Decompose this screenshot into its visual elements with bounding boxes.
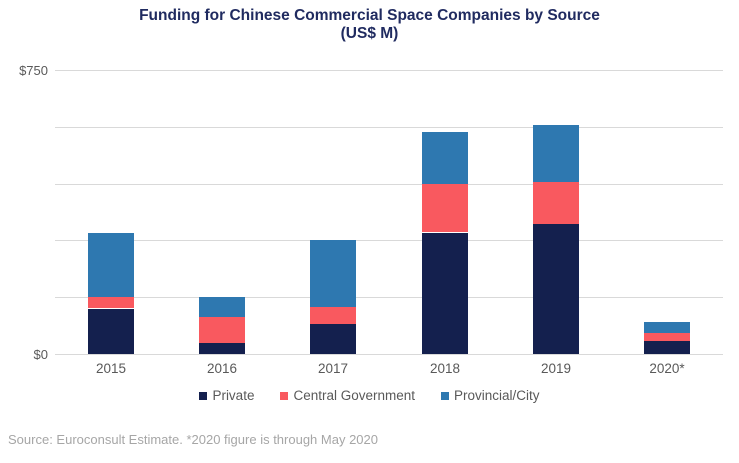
legend-item-provincial-city: Provincial/City	[441, 388, 540, 403]
bar-2016-provincial-city	[199, 297, 245, 317]
x-tick-label-2016: 2016	[206, 361, 238, 376]
legend-item-private: Private	[199, 388, 254, 403]
bar-2018-private	[422, 233, 468, 354]
legend-label-central-government: Central Government	[293, 388, 416, 403]
chart-title-line2: (US$ M)	[340, 25, 399, 42]
gridline-300	[55, 240, 723, 241]
y-tick-label-0: $0	[33, 347, 48, 362]
legend-swatch-private	[199, 391, 208, 400]
y-tick-label-750: $750	[19, 63, 48, 78]
bar-2019-central-government	[533, 182, 579, 224]
legend-swatch-provincial-city	[441, 391, 450, 400]
x-tick-label-2020: 2020*	[649, 361, 685, 376]
bar-2016-central-government	[199, 317, 245, 343]
source-note: Source: Euroconsult Estimate. *2020 figu…	[8, 432, 378, 447]
x-tick-label-2018: 2018	[429, 361, 461, 376]
bar-2017-provincial-city	[310, 240, 356, 307]
bar-2017-private	[310, 324, 356, 354]
bar-2020-private	[644, 341, 690, 354]
gridline-750	[55, 70, 723, 71]
bar-2019-private	[533, 223, 579, 354]
legend: Private Central Government Provincial/City	[0, 388, 739, 403]
x-axis-line	[55, 354, 723, 355]
bar-2016-private	[199, 343, 245, 354]
legend-label-private: Private	[212, 388, 255, 403]
legend-label-provincial-city: Provincial/City	[454, 388, 540, 403]
bar-2019-provincial-city	[533, 125, 579, 182]
bar-2018-central-government	[422, 184, 468, 232]
legend-item-central-government: Central Government	[280, 388, 415, 403]
bar-2020-provincial-city	[644, 322, 690, 333]
bar-2018-provincial-city	[422, 132, 468, 184]
x-tick-label-2015: 2015	[95, 361, 127, 376]
bar-2015-provincial-city	[88, 233, 134, 297]
gridline-450	[55, 184, 723, 185]
bar-2020-central-government	[644, 333, 690, 341]
x-tick-label-2017: 2017	[317, 361, 349, 376]
gridline-150	[55, 297, 723, 298]
legend-swatch-central-government	[280, 391, 289, 400]
bar-2015-central-government	[88, 297, 134, 308]
chart-title: Funding for Chinese Commercial Space Com…	[0, 7, 739, 43]
x-tick-label-2019: 2019	[540, 361, 572, 376]
bar-2017-central-government	[310, 307, 356, 324]
gridline-600	[55, 127, 723, 128]
chart-title-line1: Funding for Chinese Commercial Space Com…	[139, 7, 600, 24]
bar-2015-private	[88, 309, 134, 354]
